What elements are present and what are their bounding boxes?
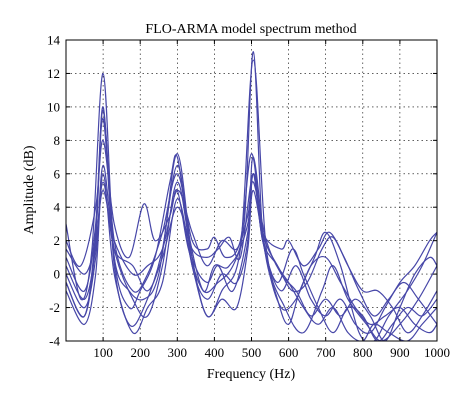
x-tick-label: 300 bbox=[168, 345, 188, 360]
x-axis-label: Frequency (Hz) bbox=[207, 367, 296, 382]
y-tick-label: 8 bbox=[54, 133, 61, 148]
series-line-6 bbox=[66, 173, 437, 335]
y-tick-label: 12 bbox=[47, 66, 60, 81]
series-line-4 bbox=[66, 139, 437, 325]
y-tick-label: 10 bbox=[47, 99, 60, 114]
x-tick-label: 1000 bbox=[424, 345, 450, 360]
x-tick-label: 600 bbox=[279, 345, 299, 360]
axis-ticks: 100 200 300 400 500 600 700 800 900 1000 -4 -2 0 2 4 6 8… bbox=[47, 33, 450, 361]
x-tick-label: 700 bbox=[316, 345, 336, 360]
y-tick-label: 0 bbox=[54, 267, 61, 282]
series-line-7 bbox=[66, 173, 437, 334]
x-tick-label: 100 bbox=[93, 345, 113, 360]
y-tick-label: 2 bbox=[54, 233, 61, 248]
y-tick-label: 6 bbox=[54, 166, 61, 181]
x-tick-label: 800 bbox=[353, 345, 373, 360]
y-axis-label: Amplitude (dB) bbox=[22, 145, 37, 234]
y-tick-label: 14 bbox=[47, 33, 61, 48]
chart-title: FLO-ARMA model spectrum method bbox=[145, 22, 356, 37]
series-group bbox=[66, 51, 437, 341]
x-tick-label: 200 bbox=[130, 345, 150, 360]
y-tick-label: -4 bbox=[49, 334, 60, 349]
y-tick-label: 4 bbox=[54, 200, 61, 215]
y-tick-label: -2 bbox=[49, 300, 60, 315]
x-tick-label: 500 bbox=[242, 345, 262, 360]
x-tick-label: 400 bbox=[205, 345, 225, 360]
x-tick-label: 900 bbox=[390, 345, 410, 360]
series-line-9 bbox=[66, 181, 437, 341]
series-line-8 bbox=[66, 117, 437, 334]
